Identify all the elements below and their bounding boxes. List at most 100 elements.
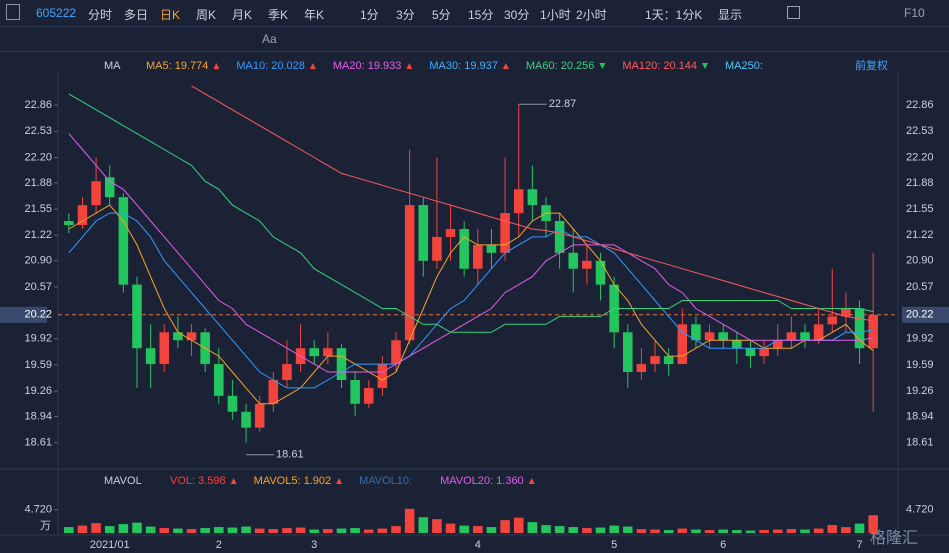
candle-body [241,411,251,428]
tab[interactable]: 2小时 [576,8,607,22]
legend-entry: MAVOL5: 1.902 [254,475,331,487]
volume-bar [513,517,524,533]
tab[interactable]: 季K [268,8,289,22]
y-tick-label: 22.20 [906,151,934,163]
volume-bar [404,508,415,533]
y-tick-label: 22.20 [24,151,52,163]
tab[interactable]: 多日 [124,8,149,22]
tab[interactable]: 30分 [504,8,530,22]
volume-bar [336,528,347,533]
volume-bar [91,523,101,533]
volume-bar [609,525,619,533]
ma-line [68,133,874,373]
ma-line [68,204,874,405]
x-tick-label: 3 [311,539,317,551]
stock-code[interactable]: 605222 [36,6,77,20]
tab[interactable]: 1分 [360,8,379,22]
candle-body [227,395,238,412]
tab[interactable]: 周K [196,8,217,22]
chart: MA 前复权 MAVOL 万 格隆汇 22.86 22.86 22.53 22.53 2… [0,58,949,551]
x-tick-label: 2021/01 [90,539,130,551]
candle-body [827,316,838,325]
volume-bar [759,530,769,533]
ma-line [191,85,874,322]
volume-bar [173,528,183,533]
candle-body [650,356,660,365]
vol-tick-label: 4.720 [906,504,934,516]
volume-bar [282,528,292,533]
volume-bar [418,517,429,533]
candle-body [309,348,319,357]
y-tick-label: 21.55 [906,203,934,215]
tab[interactable]: 1小时 [540,8,571,22]
legend-entry: MA250: [725,60,763,72]
candle-body [350,379,360,404]
min-annotation: 18.61 [276,449,304,461]
candle-body [214,364,224,396]
candle-body [445,228,456,237]
vol-title: MAVOL [104,475,142,487]
volume-bar [254,528,265,533]
candle-body [323,348,333,357]
icon[interactable] [6,4,20,20]
checkbox[interactable] [787,6,800,19]
volume-bar [64,527,74,533]
volume-bar [309,529,319,533]
volume-bar [295,527,306,533]
y-tick-label: 22.86 [24,99,52,111]
trend-arrow [599,63,606,69]
tab[interactable]: 月K [232,8,253,22]
watermark: 格隆汇 [870,529,918,547]
tab[interactable]: 年K [304,8,325,22]
volume-bar [650,529,660,533]
candle-body [118,197,129,285]
candle-body [64,221,74,226]
volume-bar [663,530,674,533]
ma-line [68,93,874,333]
y-tick-label: 18.94 [24,410,52,422]
y-tick-label: 21.88 [24,177,52,189]
tab[interactable]: 15分 [468,8,494,22]
f10[interactable]: F10 [904,6,925,20]
x-tick-label: 4 [475,539,481,551]
volume-bar [732,530,742,533]
candle-body [391,340,401,365]
tab[interactable]: 3分 [396,8,415,22]
last-price-box [0,306,47,323]
legend-entry: MA10: 20.028 [236,60,305,72]
trend-arrow [702,63,708,69]
volume-bar [132,522,142,533]
volume-bar [473,526,483,533]
candle-body [745,348,756,357]
tab[interactable]: 日K [160,8,181,22]
candle-body [513,189,524,214]
tab[interactable]: 分时 [88,8,113,22]
tab[interactable]: 5分 [432,8,451,22]
candle-body [841,308,851,317]
candle-body [704,332,715,341]
volume-bar [868,515,878,533]
candle-body [677,324,688,365]
volume-bar [595,527,606,533]
y-tick-label: 19.59 [24,359,52,371]
adjust[interactable]: 前复权 [855,58,888,72]
volume-bar [445,523,456,533]
vol-tick-label: 4.720 [24,504,52,516]
volume-bar [691,529,701,533]
legend-entry: MA60: 20.256 [526,60,595,72]
candle-body [159,332,170,365]
text-tool[interactable]: Aa [262,32,277,46]
volume-bar [718,529,728,533]
y-tick-label: 19.26 [906,385,934,397]
display[interactable]: 显示 [718,8,743,22]
period[interactable]: 1天：1分K [645,8,703,22]
volume-bar [486,527,497,533]
candle-body [772,340,783,349]
y-tick-label: 19.59 [906,359,934,371]
y-tick-label: 19.92 [906,333,934,345]
y-tick-label: 20.57 [24,281,52,293]
candle-body [813,324,824,341]
volume-bar [527,522,538,533]
volume-bar [800,529,810,533]
